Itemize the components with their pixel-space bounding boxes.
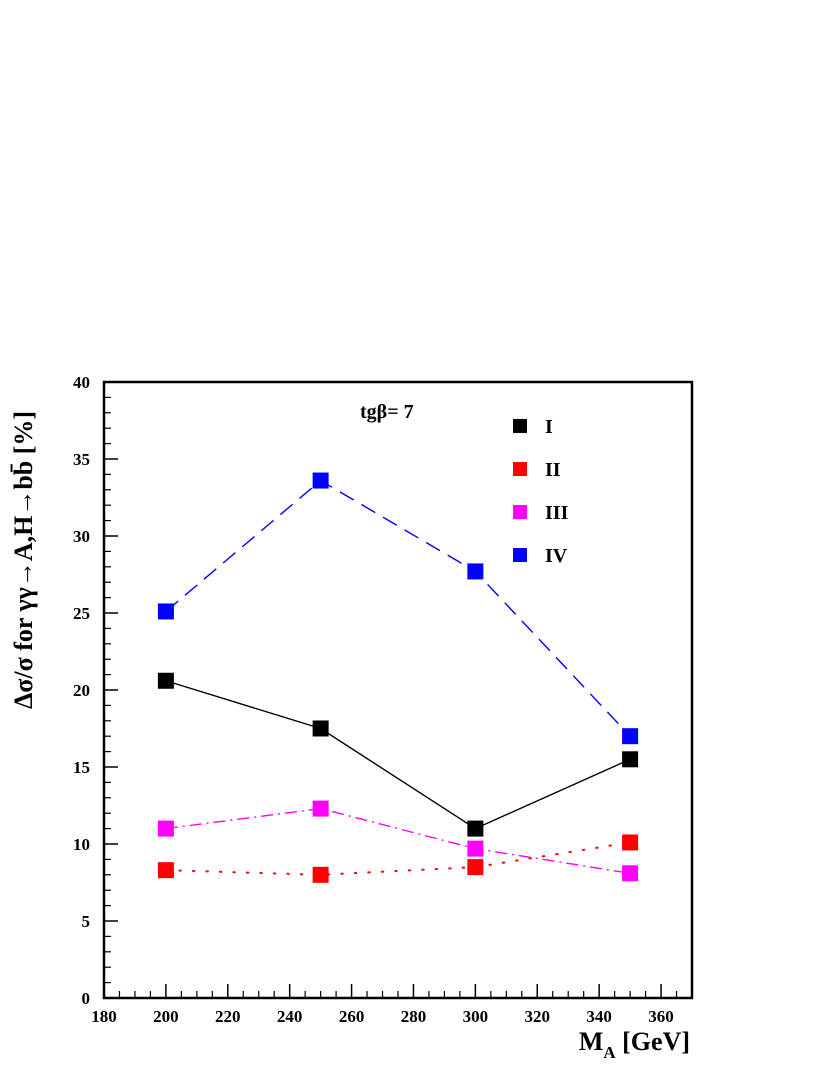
x-tick-label-340: 340 <box>586 1007 612 1026</box>
x-tick-label-280: 280 <box>401 1007 427 1026</box>
y-tick-label-20: 20 <box>73 681 90 700</box>
x-tick-label-240: 240 <box>277 1007 303 1026</box>
x-tick-label-200: 200 <box>153 1007 179 1026</box>
series-ii-point <box>157 862 174 879</box>
y-tick-label-15: 15 <box>73 758 90 777</box>
y-tick-label-35: 35 <box>73 450 90 469</box>
legend-marker-i <box>513 419 527 433</box>
y-tick-label-30: 30 <box>73 527 90 546</box>
series-iii-point <box>312 800 329 817</box>
y-tick-label-25: 25 <box>73 604 90 623</box>
x-axis-label: MA [GeV] <box>579 1027 690 1062</box>
legend-marker-iii <box>513 505 527 519</box>
series-line-i <box>165 680 631 830</box>
y-axis-label: Δσ/σ for γγ→A,H→bb̄ [%] <box>9 411 38 709</box>
series-iii-point <box>467 840 484 857</box>
series-iv-point <box>157 603 174 620</box>
series-line-iii <box>165 807 631 874</box>
series-iii-point <box>157 820 174 837</box>
series-iv-point <box>622 728 639 745</box>
series-ii-point <box>622 834 639 851</box>
series-i-point <box>157 672 174 689</box>
x-tick-label-320: 320 <box>525 1007 551 1026</box>
y-tick-label-10: 10 <box>73 835 90 854</box>
x-tick-label-300: 300 <box>463 1007 489 1026</box>
y-tick-label-40: 40 <box>73 373 90 392</box>
series-i-point <box>467 820 484 837</box>
series-ii-point <box>312 866 329 883</box>
legend-label-i: I <box>545 416 553 438</box>
y-tick-label-5: 5 <box>82 912 91 931</box>
plot-frame <box>102 380 694 1000</box>
x-tick-label-260: 260 <box>339 1007 365 1026</box>
legend-marker-ii <box>513 462 527 476</box>
x-tick-label-360: 360 <box>648 1007 674 1026</box>
annotation-tgbeta: tgβ= 7 <box>360 401 414 423</box>
legend-label-ii: II <box>545 459 561 481</box>
series-i-point <box>312 720 329 737</box>
series-iv-point <box>467 563 484 580</box>
x-tick-label-180: 180 <box>91 1007 117 1026</box>
y-tick-label-0: 0 <box>82 989 91 1008</box>
series-ii-point <box>467 859 484 876</box>
series-line-iv <box>165 479 631 737</box>
series-line-ii <box>164 841 632 876</box>
series-iii-point <box>622 865 639 882</box>
legend-label-iv: IV <box>545 545 568 567</box>
x-tick-label-220: 220 <box>215 1007 241 1026</box>
series-iv-point <box>312 472 329 489</box>
legend-marker-iv <box>513 548 527 562</box>
legend-label-iii: III <box>545 502 569 524</box>
series-i-point <box>622 751 639 768</box>
